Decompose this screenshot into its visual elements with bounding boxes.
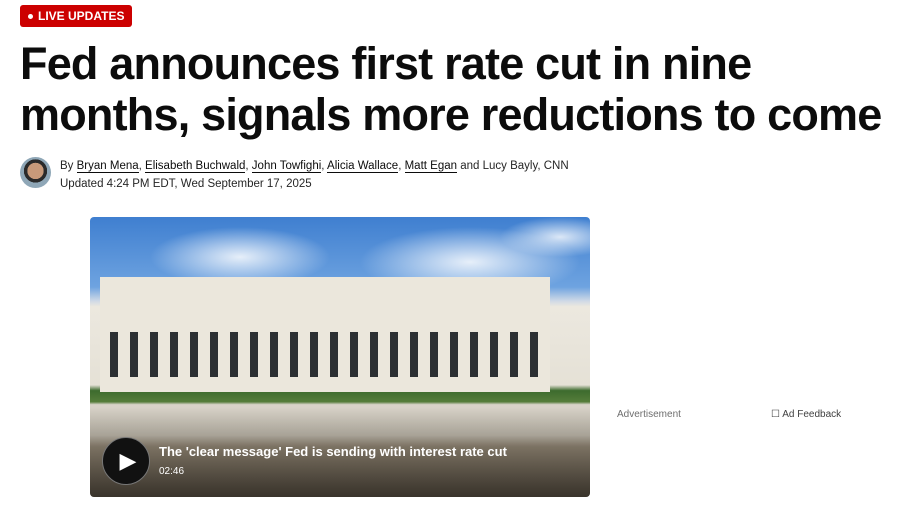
author-link[interactable]: Bryan Mena — [76, 160, 139, 173]
ad-feedback-link[interactable]: ☐ Ad Feedback — [771, 409, 841, 420]
byline-prefix: By — [60, 160, 74, 172]
badge-label: LIVE UPDATES — [38, 9, 125, 23]
author-link[interactable]: John Towfighi — [251, 160, 322, 173]
media-section: ▶ The 'clear message' Fed is sending wit… — [0, 217, 897, 497]
author-link[interactable]: Elisabeth Buchwald — [145, 160, 246, 173]
author-link[interactable]: Alicia Wallace — [327, 160, 399, 173]
advertisement-label: Advertisement — [617, 409, 681, 420]
video-player[interactable]: ▶ The 'clear message' Fed is sending wit… — [90, 217, 590, 497]
comment-icon: ☐ — [771, 409, 780, 420]
author-row: By Bryan Mena, Elisabeth Buchwald, John … — [20, 157, 897, 193]
live-updates-badge[interactable]: LIVE UPDATES — [20, 5, 133, 27]
byline: By Bryan Mena, Elisabeth Buchwald, John … — [60, 157, 880, 193]
byline-suffix: and Lucy Bayly, CNN — [460, 160, 569, 172]
live-dot-icon — [28, 13, 33, 19]
headline: Fed announces first rate cut in nine mon… — [20, 38, 882, 140]
updated-timestamp: Updated 4:24 PM EDT, Wed September 17, 2… — [60, 178, 312, 190]
video-overlay — [90, 407, 590, 497]
video-title: The 'clear message' Fed is sending with … — [159, 444, 507, 459]
video-thumbnail-building — [100, 277, 550, 392]
author-link[interactable]: Matt Egan — [404, 160, 458, 173]
ad-feedback-label: Ad Feedback — [782, 409, 842, 420]
author-avatar[interactable] — [20, 157, 51, 188]
play-icon[interactable]: ▶ — [102, 437, 150, 485]
video-duration: 02:46 — [159, 466, 185, 477]
